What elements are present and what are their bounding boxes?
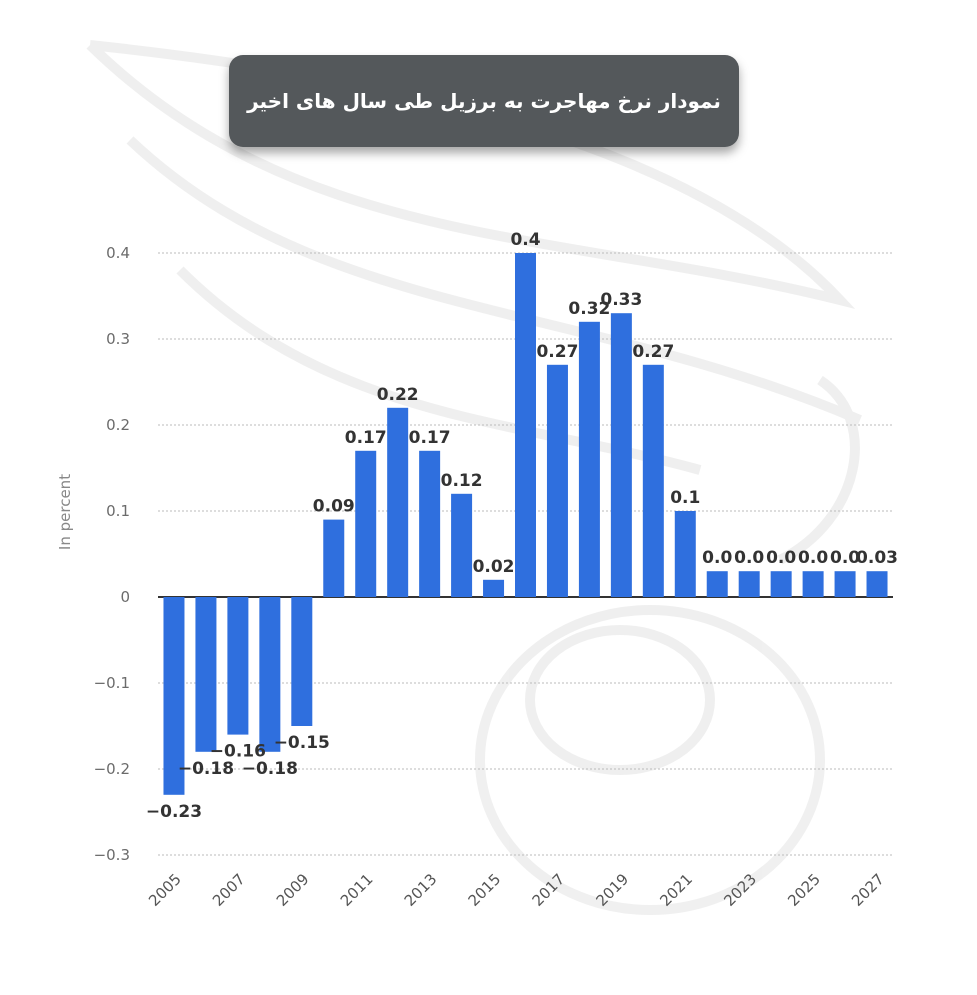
x-tick-label: 2025 — [784, 870, 824, 910]
bar-2010[interactable] — [323, 519, 345, 597]
x-tick-label: 2007 — [209, 870, 249, 910]
bars — [163, 253, 888, 795]
bar-2020[interactable] — [642, 364, 664, 597]
data-label-2022: 0.0 — [702, 548, 732, 568]
bar-2014[interactable] — [451, 493, 473, 597]
data-label-2026: 0.0 — [830, 548, 860, 568]
title-banner: نمودار نرخ مهاجرت به برزیل طی سال های اخ… — [229, 55, 739, 147]
data-label-2014: 0.12 — [441, 471, 483, 491]
data-label-2017: 0.27 — [536, 342, 578, 362]
y-tick-label: 0.1 — [106, 502, 130, 520]
x-tick-label: 2005 — [145, 870, 185, 910]
data-label-2019: 0.33 — [600, 290, 642, 310]
bar-2013[interactable] — [419, 450, 441, 597]
bar-2027[interactable] — [866, 571, 888, 597]
y-axis-ticks: 0.4 0.3 0.2 0.1 0 −0.1 −0.2 −0.3 — [94, 244, 130, 864]
data-label-2023: 0.0 — [734, 548, 764, 568]
data-label-2027: 0.03 — [856, 548, 898, 568]
bar-2018[interactable] — [578, 321, 600, 597]
y-tick-label: 0 — [120, 588, 130, 606]
data-label-2016: 0.4 — [510, 230, 540, 250]
data-label-2010: 0.09 — [313, 497, 355, 517]
data-label-2009: −0.15 — [274, 733, 330, 753]
bar-2019[interactable] — [610, 313, 632, 597]
data-label-2012: 0.22 — [377, 385, 419, 405]
y-tick-label: −0.2 — [94, 760, 130, 778]
bar-2017[interactable] — [546, 364, 568, 597]
data-labels: −0.23 −0.18−0.16−0.18 −0.15 0.09 0.17 0.22 0.1… — [146, 230, 898, 822]
data-label-2024: 0.0 — [766, 548, 796, 568]
y-tick-label: 0.2 — [106, 416, 130, 434]
data-label-2006: −0.18 — [178, 759, 234, 779]
bar-2006[interactable] — [195, 597, 217, 752]
bar-2009[interactable] — [291, 597, 313, 726]
bar-2015[interactable] — [483, 579, 505, 597]
x-tick-label: 2009 — [273, 870, 313, 910]
data-label-2018: 0.32 — [568, 299, 610, 319]
data-label-2015: 0.02 — [473, 557, 515, 577]
bar-2025[interactable] — [802, 571, 824, 597]
data-label-2007: −0.16 — [210, 742, 266, 762]
y-axis-label: In percent — [56, 474, 74, 550]
data-label-2020: 0.27 — [632, 342, 674, 362]
bar-2008[interactable] — [259, 597, 281, 752]
y-tick-label: −0.3 — [94, 846, 130, 864]
x-tick-label: 2015 — [465, 870, 505, 910]
chart-title: نمودار نرخ مهاجرت به برزیل طی سال های اخ… — [247, 89, 721, 113]
data-label-2013: 0.17 — [409, 428, 451, 448]
bar-2005[interactable] — [163, 597, 185, 795]
bar-2007[interactable] — [227, 597, 249, 735]
bar-2026[interactable] — [834, 571, 856, 597]
data-label-2005: −0.23 — [146, 802, 202, 822]
y-tick-label: 0.3 — [106, 330, 130, 348]
data-label-2025: 0.0 — [798, 548, 828, 568]
bar-2023[interactable] — [738, 571, 760, 597]
bar-2022[interactable] — [706, 571, 728, 597]
x-tick-label: 2013 — [401, 870, 441, 910]
y-tick-label: 0.4 — [106, 244, 130, 262]
x-tick-label: 2011 — [337, 870, 377, 910]
bar-2024[interactable] — [770, 571, 792, 597]
bar-2011[interactable] — [355, 450, 377, 597]
bar-2012[interactable] — [387, 407, 409, 597]
x-axis-ticks: 2005 2007 2009 2011 2013 2015 2017 2019 2021 2023… — [145, 870, 888, 910]
data-label-2008: −0.18 — [242, 759, 298, 779]
bar-2021[interactable] — [674, 511, 696, 597]
bar-2016[interactable] — [515, 253, 536, 597]
y-tick-label: −0.1 — [94, 674, 130, 692]
data-label-2011: 0.17 — [345, 428, 387, 448]
data-label-2021: 0.1 — [670, 488, 700, 508]
x-tick-label: 2027 — [848, 870, 888, 910]
